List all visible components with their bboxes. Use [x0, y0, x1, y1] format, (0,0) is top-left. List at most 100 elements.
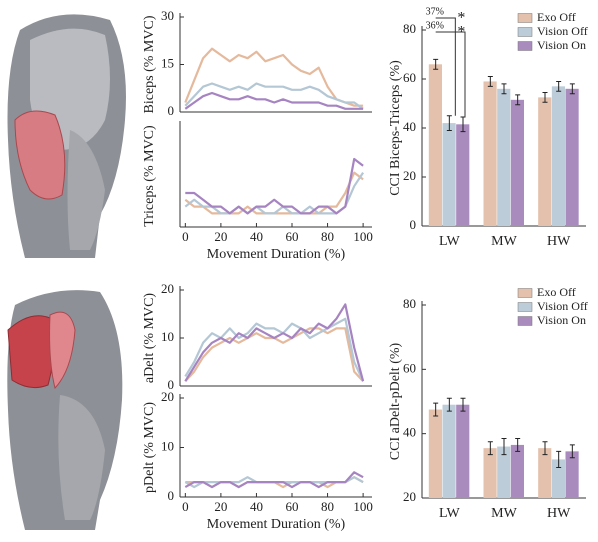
legend-swatch [517, 41, 533, 51]
y-tick-label: 40 [403, 425, 416, 440]
x-tick-label: 40 [250, 229, 263, 244]
bar [428, 64, 442, 226]
error-bar [542, 441, 548, 456]
x-tick-label: HW [547, 234, 571, 249]
x-tick-label: MW [491, 234, 517, 249]
y-tick-label: 20 [403, 168, 416, 183]
legend-label: Exo Off [537, 10, 576, 24]
bar [510, 99, 524, 226]
legend-label: Vision Off [537, 299, 588, 313]
x-axis-label: Movement Duration (%) [207, 517, 346, 532]
legend-label: Vision Off [537, 24, 588, 38]
x-tick-label: MW [491, 506, 517, 521]
error-bar [556, 450, 562, 468]
emg-line [184, 47, 364, 107]
error-bar [446, 115, 452, 131]
y-tick-label: 10 [161, 329, 174, 344]
legend-label: Vision On [537, 38, 586, 52]
bar [510, 444, 524, 498]
bar [538, 97, 552, 226]
arm-illustration-top [7, 14, 126, 258]
y-tick-label: 0 [410, 217, 417, 232]
legend-swatch [517, 13, 533, 23]
error-bar [460, 397, 466, 412]
y-tick-label: 60 [403, 70, 416, 85]
annotation: * [457, 10, 465, 27]
error-bar [569, 83, 575, 95]
error-bar [569, 444, 575, 459]
x-tick-label: 60 [286, 229, 299, 244]
x-tick-label: 0 [182, 229, 189, 244]
x-tick-label: 0 [182, 499, 189, 514]
bar [551, 459, 565, 498]
emg-line [184, 303, 365, 382]
error-bar [556, 80, 562, 92]
y-axis-label: Triceps (% MVC) [142, 125, 157, 227]
bar [497, 88, 511, 226]
x-tick-label: 100 [353, 499, 373, 514]
bar [538, 448, 552, 498]
x-tick-label: 20 [214, 229, 227, 244]
bar [565, 88, 579, 226]
x-tick-label: 100 [353, 229, 373, 244]
annotation: 36% [426, 20, 444, 31]
y-axis-label: aDelt (% MVC) [142, 293, 157, 384]
error-bar [542, 91, 548, 103]
y-tick-label: 30 [161, 8, 174, 23]
y-tick-label: 20 [161, 389, 174, 404]
bar [442, 123, 456, 226]
legend-label: Vision On [537, 313, 586, 327]
error-bar [501, 437, 507, 456]
arm-illustration-bottom [7, 290, 123, 530]
emg-line [185, 157, 364, 215]
y-tick-label: 20 [403, 489, 416, 504]
emg-line [184, 82, 364, 110]
bar [483, 448, 497, 498]
legend-swatch [517, 288, 533, 298]
significance-bracket [435, 17, 466, 117]
error-bar [515, 437, 521, 452]
y-axis-label: pDelt (% MVC) [142, 402, 157, 493]
error-bar [515, 94, 521, 106]
x-tick-label: LW [439, 506, 461, 521]
y-tick-label: 80 [403, 21, 416, 36]
y-axis-label: CCI Biceps-Triceps (%) [388, 60, 403, 196]
bar [497, 446, 511, 498]
legend-swatch [517, 316, 533, 326]
emg-line [184, 171, 365, 215]
y-tick-label: 60 [403, 360, 416, 375]
bar [456, 124, 470, 226]
emg-line [184, 317, 365, 382]
bar [456, 404, 470, 498]
emg-line [184, 91, 364, 110]
y-tick-label: 10 [161, 438, 174, 453]
error-bar [487, 76, 493, 87]
emg-line [184, 327, 364, 382]
y-tick-label: 0 [168, 103, 175, 118]
annotation: 37% [426, 6, 444, 17]
legend-swatch [517, 27, 533, 37]
x-tick-label: 60 [286, 499, 299, 514]
y-tick-label: 80 [403, 296, 416, 311]
bar [442, 404, 456, 498]
x-tick-label: 80 [321, 229, 334, 244]
error-bar [487, 441, 493, 456]
error-bar [433, 402, 439, 417]
error-bar [433, 58, 439, 70]
bar [428, 409, 442, 498]
bar [551, 86, 565, 226]
y-tick-label: 15 [161, 55, 174, 70]
error-bar [501, 83, 507, 95]
x-tick-label: 20 [214, 499, 227, 514]
x-tick-label: 40 [250, 499, 263, 514]
annotation: * [457, 24, 465, 41]
x-tick-label: 80 [321, 499, 334, 514]
y-tick-label: 0 [168, 377, 175, 392]
legend-label: Exo Off [537, 285, 576, 299]
y-tick-label: 0 [168, 488, 175, 503]
y-tick-label: 40 [403, 119, 416, 134]
error-bar [446, 397, 452, 412]
y-axis-label: CCI aDelt-pDelt (%) [388, 342, 403, 460]
y-tick-label: 20 [161, 281, 174, 296]
